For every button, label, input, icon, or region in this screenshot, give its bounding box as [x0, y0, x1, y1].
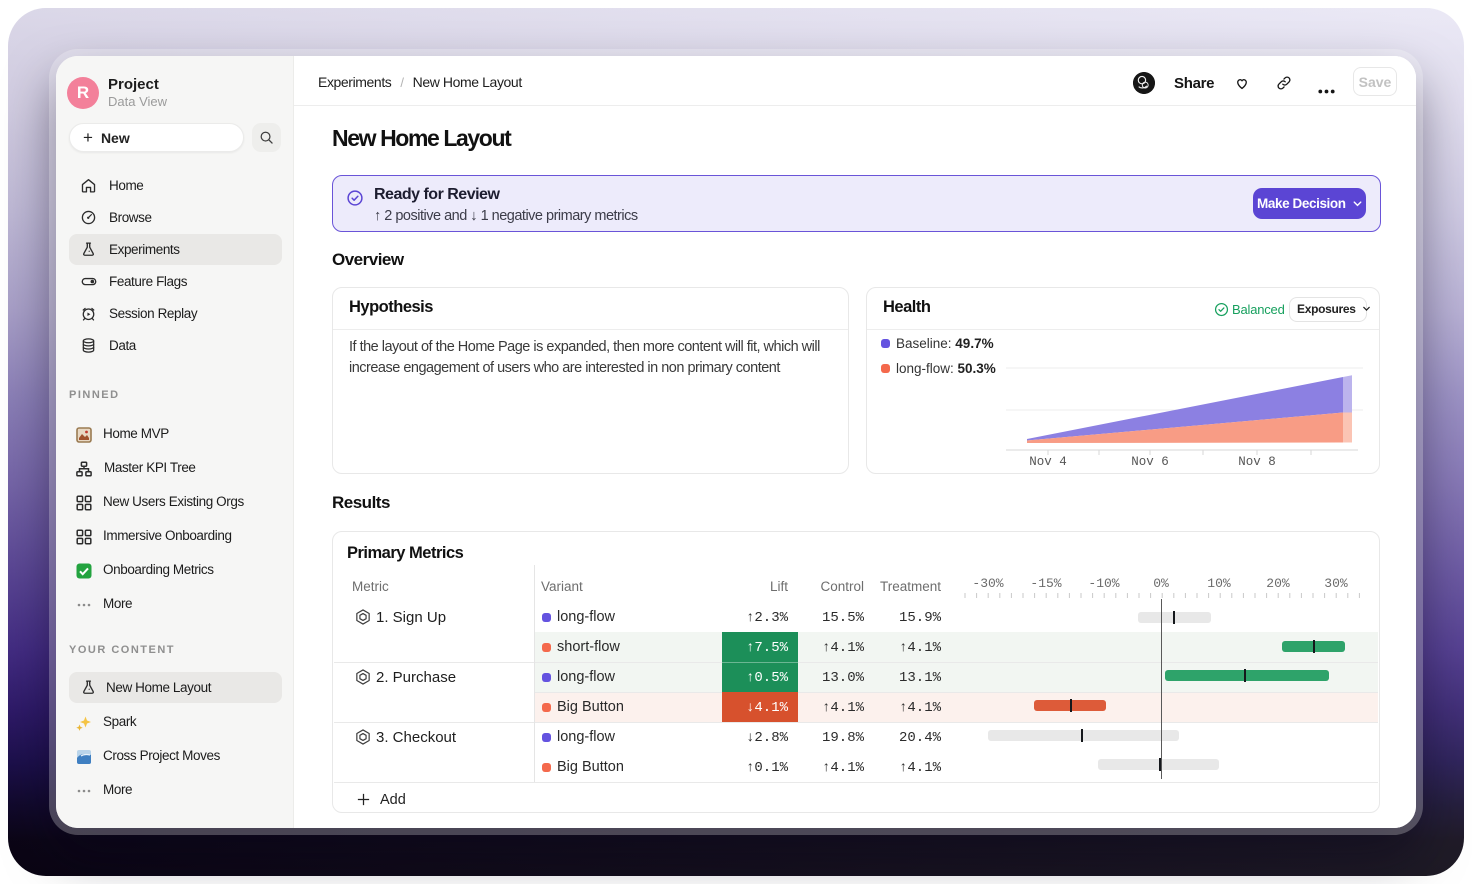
svg-text:Nov 4: Nov 4 — [1029, 455, 1067, 469]
svg-text:Nov 6: Nov 6 — [1131, 455, 1169, 469]
svg-text:Nov 8: Nov 8 — [1238, 455, 1276, 469]
